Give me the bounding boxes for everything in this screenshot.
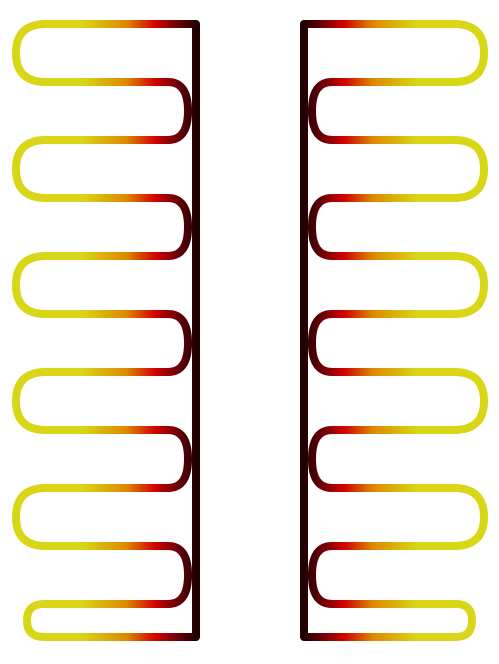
- right-serpentine-tube: [300, 20, 488, 641]
- left-serpentine-tube: [12, 20, 200, 641]
